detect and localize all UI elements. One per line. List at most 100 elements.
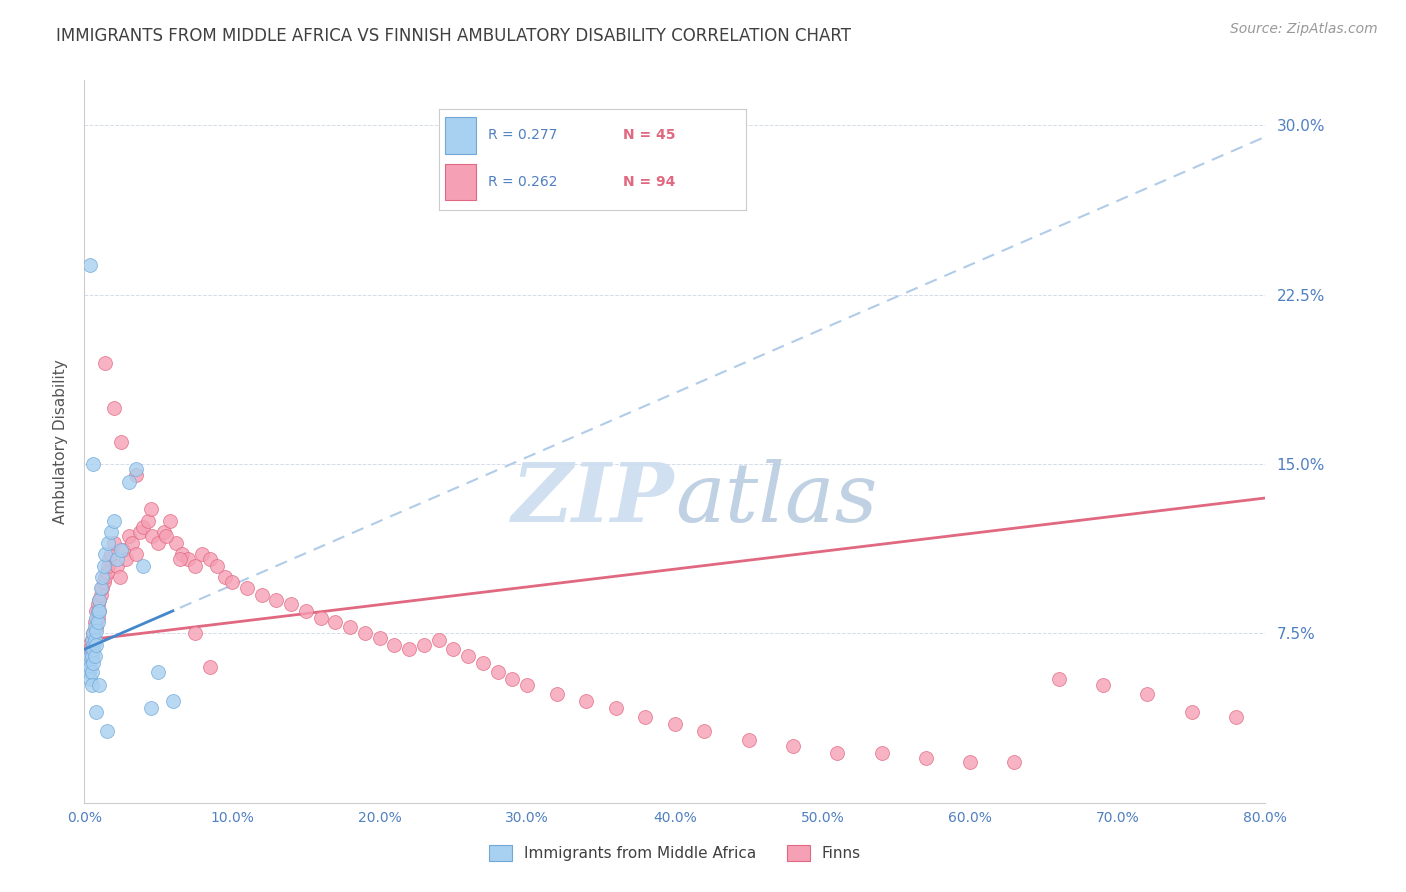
Point	[76, 648, 98, 663]
Point	[959, 755, 981, 769]
Point	[97, 558, 120, 573]
Point	[82, 638, 104, 652]
Point	[86, 604, 108, 618]
Point	[472, 656, 495, 670]
Point	[84, 624, 107, 639]
Point	[221, 574, 243, 589]
Point	[83, 633, 105, 648]
Point	[198, 660, 221, 674]
Point	[165, 536, 187, 550]
Legend: Immigrants from Middle Africa, Finns: Immigrants from Middle Africa, Finns	[482, 839, 868, 867]
Point	[100, 548, 122, 562]
Point	[105, 558, 128, 573]
Point	[782, 739, 804, 754]
Point	[169, 552, 191, 566]
Point	[354, 626, 377, 640]
Point	[207, 558, 229, 573]
Point	[98, 552, 121, 566]
Point	[82, 457, 104, 471]
Point	[80, 642, 103, 657]
Point	[83, 633, 105, 648]
Point	[87, 678, 111, 692]
Point	[501, 672, 523, 686]
Point	[738, 732, 761, 747]
Point	[105, 552, 128, 566]
Point	[191, 548, 214, 562]
Point	[382, 638, 406, 652]
Point	[94, 355, 117, 369]
Point	[250, 588, 273, 602]
Point	[79, 660, 101, 674]
Point	[82, 656, 104, 670]
Point	[159, 514, 181, 528]
Point	[80, 633, 103, 648]
Point	[184, 558, 207, 573]
Point	[86, 610, 108, 624]
Point	[280, 597, 302, 611]
Point	[295, 604, 318, 618]
Point	[84, 604, 107, 618]
Text: atlas: atlas	[675, 459, 877, 540]
Point	[76, 660, 98, 674]
Point	[79, 642, 101, 657]
Point	[155, 529, 177, 543]
Point	[93, 558, 115, 573]
Point	[110, 542, 132, 557]
Point	[79, 672, 101, 686]
Point	[77, 656, 100, 670]
Point	[443, 642, 465, 657]
Point	[80, 648, 103, 663]
Point	[118, 529, 141, 543]
Point	[148, 665, 170, 679]
Point	[546, 687, 568, 701]
Point	[132, 520, 155, 534]
Point	[129, 524, 152, 539]
Point	[398, 642, 420, 657]
Point	[103, 536, 125, 550]
Point	[1136, 687, 1159, 701]
Point	[79, 259, 101, 273]
Text: ZIP: ZIP	[512, 459, 675, 540]
Point	[94, 548, 117, 562]
Text: Source: ZipAtlas.com: Source: ZipAtlas.com	[1230, 22, 1378, 37]
Point	[82, 626, 104, 640]
Point	[1004, 755, 1026, 769]
Point	[90, 582, 112, 596]
Point	[139, 701, 162, 715]
Point	[427, 633, 450, 648]
Point	[634, 710, 657, 724]
Point	[84, 610, 107, 624]
Point	[870, 746, 893, 760]
Point	[309, 610, 332, 624]
Point	[82, 642, 104, 657]
Point	[111, 542, 134, 557]
Point	[1225, 710, 1247, 724]
Point	[82, 626, 104, 640]
Point	[84, 638, 107, 652]
Point	[82, 642, 104, 657]
Point	[118, 475, 141, 490]
Point	[84, 620, 107, 634]
Point	[86, 597, 108, 611]
Point	[136, 514, 159, 528]
Point	[516, 678, 538, 692]
Point	[915, 750, 938, 764]
Point	[177, 552, 200, 566]
Point	[94, 570, 117, 584]
Point	[77, 665, 100, 679]
Point	[170, 548, 193, 562]
Point	[664, 716, 686, 731]
Point	[125, 548, 148, 562]
Point	[1092, 678, 1115, 692]
Point	[1047, 672, 1070, 686]
Point	[184, 626, 207, 640]
Point	[236, 582, 259, 596]
Point	[103, 514, 125, 528]
Point	[153, 524, 176, 539]
Point	[457, 648, 479, 663]
Y-axis label: Ambulatory Disability: Ambulatory Disability	[52, 359, 67, 524]
Point	[141, 529, 163, 543]
Point	[96, 723, 118, 738]
Point	[103, 401, 125, 415]
Point	[693, 723, 716, 738]
